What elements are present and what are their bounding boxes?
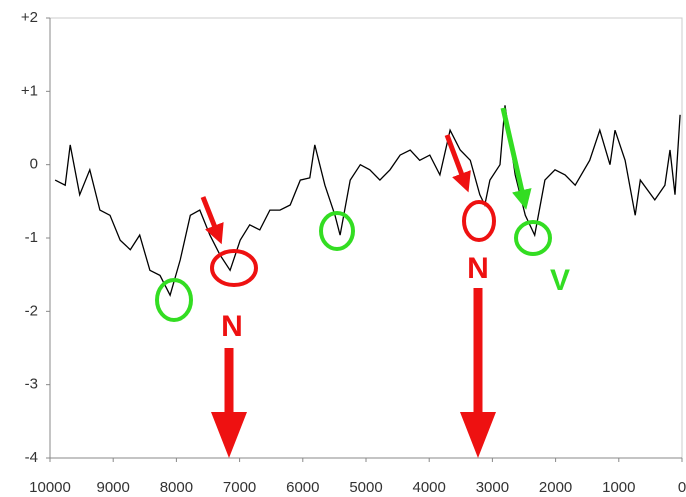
annotation: N bbox=[221, 310, 243, 343]
x-tick-label: 4000 bbox=[413, 479, 446, 496]
green-circle bbox=[514, 220, 552, 256]
x-tick-label: 8000 bbox=[160, 479, 193, 496]
green-circle bbox=[319, 211, 355, 251]
red-arrowhead bbox=[460, 412, 496, 458]
x-tick-label: 2000 bbox=[539, 479, 572, 496]
annotations: N N V bbox=[155, 107, 570, 458]
x-tick-label: 7000 bbox=[223, 479, 256, 496]
red-circle bbox=[462, 200, 496, 242]
x-tick-label: 1000 bbox=[602, 479, 635, 496]
y-tick-label: -3 bbox=[25, 376, 38, 393]
y-tick-label: 0 bbox=[30, 156, 38, 173]
x-tick-label: 10000 bbox=[29, 479, 71, 496]
x-tick-label: 0 bbox=[678, 479, 686, 496]
x-tick-label: 5000 bbox=[349, 479, 382, 496]
red-arrow bbox=[444, 134, 471, 193]
y-tick-label: -2 bbox=[25, 302, 38, 319]
data-line bbox=[54, 105, 681, 297]
x-tick-label: 6000 bbox=[286, 479, 319, 496]
red-circle bbox=[210, 249, 258, 287]
green-circle bbox=[155, 278, 193, 322]
y-tick-label: +2 bbox=[21, 9, 38, 26]
y-tick-label: -1 bbox=[25, 229, 38, 246]
red-arrow bbox=[200, 196, 224, 245]
annotation: V bbox=[550, 264, 570, 297]
annotation: N bbox=[467, 252, 489, 285]
red-arrowhead bbox=[211, 412, 247, 458]
green-arrow bbox=[500, 107, 532, 210]
x-tick-label: 9000 bbox=[97, 479, 130, 496]
x-tick-label: 3000 bbox=[476, 479, 509, 496]
y-tick-label: -4 bbox=[25, 449, 38, 466]
plot-frame bbox=[49, 17, 683, 459]
y-tick-label: +1 bbox=[21, 82, 38, 99]
